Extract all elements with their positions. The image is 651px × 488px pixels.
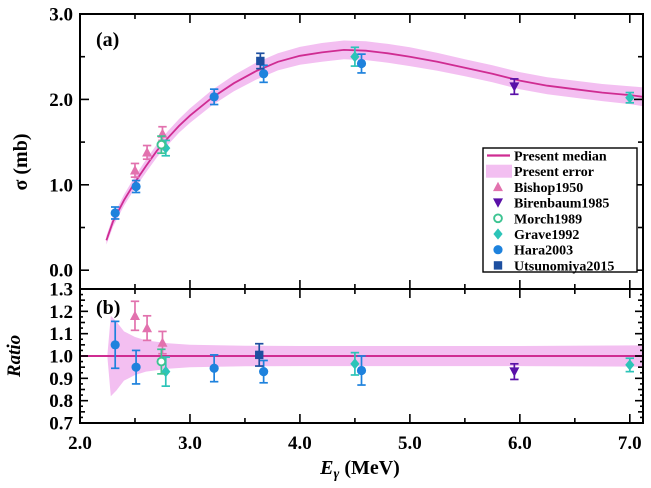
x-tick-label: 7.0 [618, 433, 642, 454]
legend-label: Morch1989 [514, 212, 582, 227]
data-point-open-circle [156, 139, 167, 150]
series-hara2003 [110, 53, 367, 220]
series-utsunomiya2015 [255, 342, 264, 367]
data-point-square [493, 261, 503, 270]
legend-entry-present-median: Present median [487, 150, 607, 165]
data-point-open-circle [156, 356, 167, 367]
data-point-triangle-up [129, 165, 140, 175]
data-point-circle [356, 58, 367, 69]
data-point-triangle-up [493, 181, 503, 192]
y-tick-label: 3.0 [49, 5, 73, 26]
y-tick-label: 1.0 [49, 347, 73, 368]
data-point-triangle-down [493, 198, 503, 208]
panel-b-label: (b) [96, 297, 120, 319]
y-tick-label: 0.7 [49, 414, 73, 435]
y-tick-label: 0.9 [49, 369, 73, 390]
y-axis-label-sigma: σ (mb) [10, 134, 32, 191]
data-point-circle [110, 208, 120, 218]
series-birenbaum1985 [509, 78, 520, 96]
data-point-triangle-down [509, 367, 520, 377]
data-point-triangle-down [509, 82, 520, 92]
legend-label: Grave1992 [514, 228, 579, 243]
data-point-diamond [625, 92, 635, 104]
data-point-diamond [625, 359, 635, 371]
x-tick-label: 5.0 [398, 433, 422, 454]
data-point-diamond [493, 228, 503, 240]
series-birenbaum1985 [509, 362, 520, 381]
series-morch1989 [156, 135, 167, 155]
y-axis-label-ratio: Ratio [4, 335, 25, 378]
legend-entry-grave1992: Grave1992 [493, 228, 579, 243]
legend-entry-birenbaum1985: Birenbaum1985 [493, 197, 609, 212]
series-grave1992 [161, 46, 635, 157]
panel-a: 0.0 1.0 2.0 3.0 (a) [49, 5, 644, 290]
panel-a-label: (a) [96, 29, 119, 51]
y-tick-label: 1.0 [49, 175, 73, 196]
data-point-circle [259, 69, 269, 79]
present-median-curve [105, 48, 644, 241]
series-hara2003 [110, 320, 367, 386]
data-point-triangle-up [157, 337, 168, 347]
data-point-circle [209, 363, 219, 373]
data-point-circle [493, 245, 503, 255]
data-point-circle [131, 181, 141, 192]
y-tick-label: 1.3 [49, 280, 73, 301]
y-tick-label: 2.0 [49, 90, 73, 111]
legend-entry-morch1989: Morch1989 [493, 212, 582, 227]
series-utsunomiya2015 [256, 52, 265, 70]
data-point-circle [209, 92, 219, 102]
data-point-square [255, 350, 264, 360]
legend-label: Present error [514, 165, 594, 180]
x-tick-label: 6.0 [508, 433, 532, 454]
data-point-triangle-up [129, 310, 140, 320]
data-point-triangle-up [142, 322, 153, 333]
series-bishop1950 [129, 125, 168, 178]
legend-label: Hara2003 [514, 244, 573, 259]
legend-entry-bishop1950: Bishop1950 [493, 181, 583, 196]
x-tick-label: 2.0 [68, 433, 92, 454]
x-tick-label: 4.0 [288, 433, 312, 454]
data-point-circle [131, 362, 141, 372]
data-point-open-circle [493, 213, 503, 224]
legend-label: Present median [514, 150, 607, 165]
y-tick-label: 1.1 [49, 324, 73, 345]
y-tick-label: 0.0 [49, 261, 73, 282]
legend-label: Utsunomiya2015 [514, 259, 614, 274]
legend-label: Bishop1950 [514, 181, 583, 196]
legend-entry-present-error: Present error [486, 164, 594, 180]
data-point-circle [259, 367, 269, 377]
data-point-diamond [350, 51, 360, 63]
legend-entry-hara2003: Hara2003 [493, 244, 573, 259]
data-point-square [256, 56, 265, 66]
y-tick-label: 1.2 [49, 302, 73, 323]
series-grave1992 [161, 351, 635, 387]
legend-patch-sample [486, 164, 512, 178]
y-tick-label: 0.8 [49, 391, 73, 412]
data-point-circle [110, 340, 120, 350]
series-morch1989 [156, 348, 167, 375]
data-point-triangle-up [142, 147, 153, 157]
legend-label: Birenbaum1985 [514, 197, 609, 212]
legend-entry-utsunomiya2015: Utsunomiya2015 [493, 259, 614, 274]
data-point-diamond [350, 358, 360, 370]
data-point-circle [356, 365, 367, 376]
panel-b: 0.70.80.91.01.11.21.3 2.0 3.0 4.0 5.0 6.0 7.0 (… [49, 280, 644, 454]
x-axis-label: Eγ (MeV) [319, 457, 400, 482]
x-tick-label: 3.0 [178, 433, 202, 454]
data-point-diamond [161, 366, 171, 378]
